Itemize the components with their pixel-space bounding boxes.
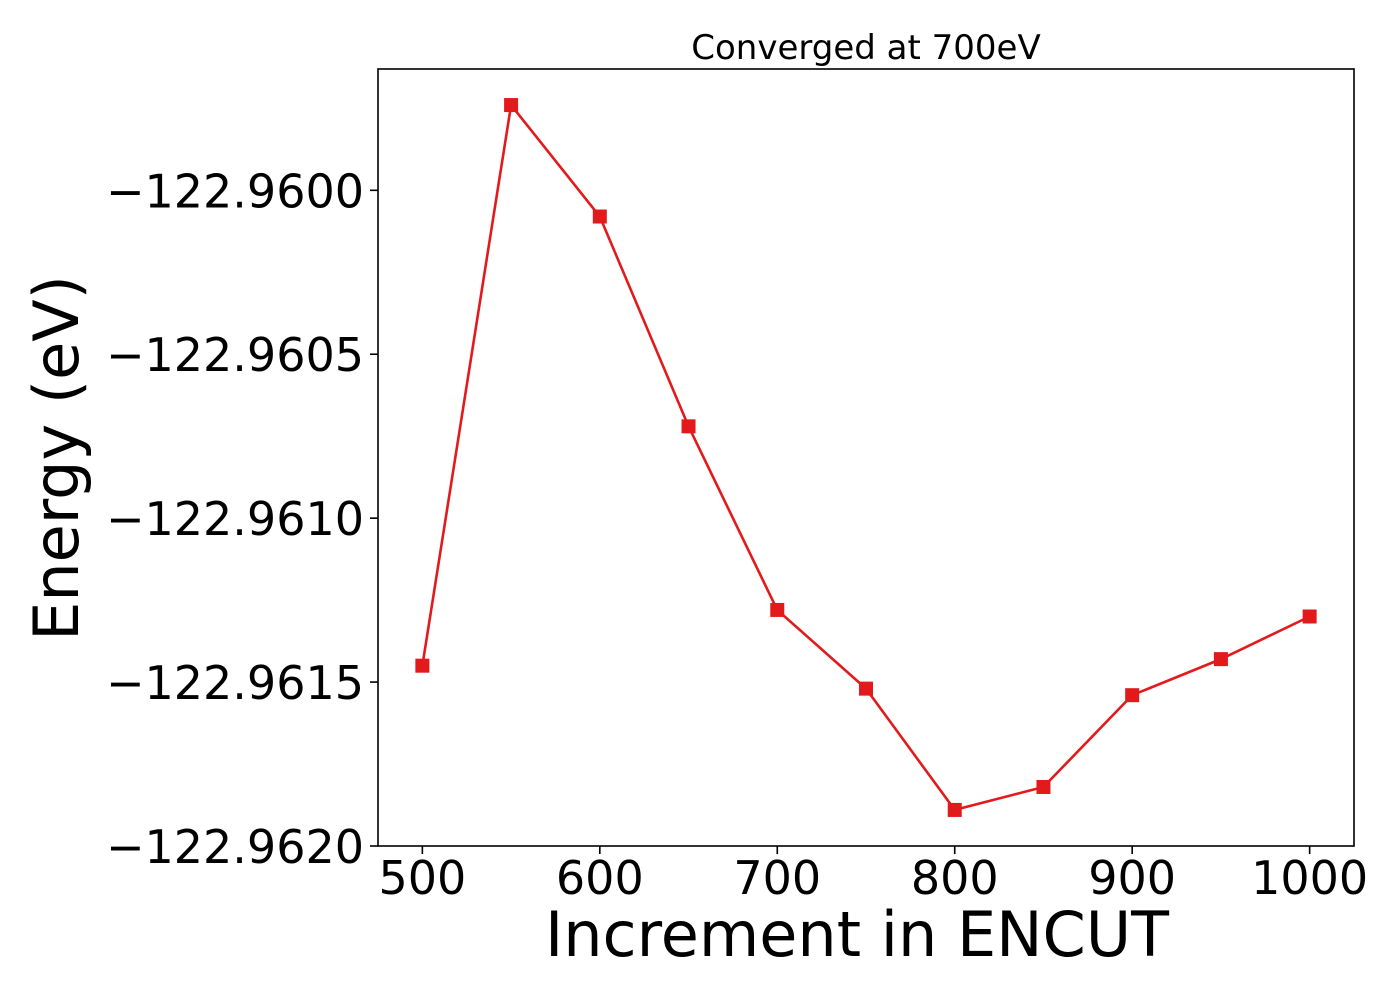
x-tick-label: 500 <box>378 851 466 905</box>
data-point <box>1302 609 1317 624</box>
y-tick-label: −122.9605 <box>106 328 364 382</box>
data-point <box>1036 779 1051 794</box>
data-point <box>415 658 430 673</box>
data-point <box>1213 652 1228 667</box>
data-point <box>504 98 519 113</box>
data-point <box>592 209 607 224</box>
x-tick-label: 1000 <box>1251 851 1368 905</box>
data-point <box>859 681 873 696</box>
y-tick-label: −122.9610 <box>106 492 364 546</box>
data-point <box>770 602 785 617</box>
x-tick-label: 600 <box>556 851 644 905</box>
data-point <box>947 802 962 817</box>
y-tick-label: −122.9615 <box>106 656 364 710</box>
x-axis-label: Increment in ENCUT <box>545 898 1170 971</box>
chart-title: Converged at 700eV <box>691 28 1040 68</box>
x-tick-label: 800 <box>911 851 999 905</box>
series-line <box>421 101 1311 812</box>
x-tick-label: 700 <box>733 851 821 905</box>
y-axis-label-group: Energy (eV) <box>20 275 93 641</box>
data-point <box>681 419 696 434</box>
y-tick-label: −122.9600 <box>106 164 364 218</box>
data-point <box>1125 688 1140 703</box>
x-tick-label: 900 <box>1088 851 1176 905</box>
data-series <box>415 98 1317 817</box>
y-tick-label: −122.9620 <box>106 820 364 874</box>
axis-ticks: 500 600 700 800 900 1000 −122.9600 −122.9605 −12… <box>106 164 1368 905</box>
y-axis-label: Energy (eV) <box>20 275 93 641</box>
plot-frame <box>377 68 1355 847</box>
